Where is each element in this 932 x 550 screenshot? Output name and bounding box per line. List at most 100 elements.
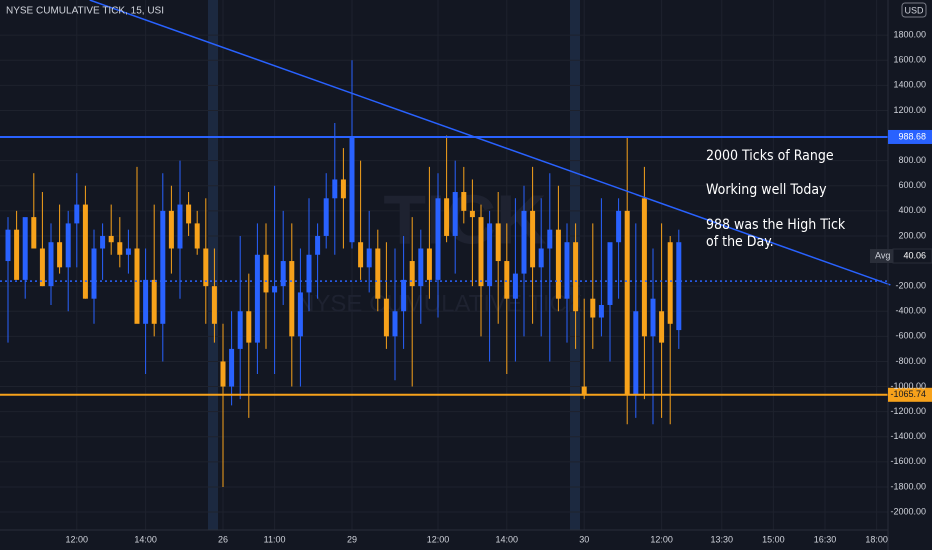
candle-body xyxy=(641,198,647,337)
candle-body xyxy=(418,248,424,287)
price-tag xyxy=(888,129,932,144)
candle-body xyxy=(31,217,37,249)
candle-body xyxy=(263,254,269,293)
annotation: Working well Today xyxy=(706,182,827,198)
candle-body xyxy=(521,210,527,274)
candle-body xyxy=(676,242,682,331)
candle-body xyxy=(452,192,458,236)
candle-body xyxy=(573,242,579,312)
candle-body xyxy=(487,223,493,287)
candle-body xyxy=(315,235,321,255)
candle-body xyxy=(426,248,432,280)
y-tick-label: 1600.00 xyxy=(893,55,926,65)
candle-body xyxy=(65,223,71,268)
candle-body xyxy=(246,311,252,343)
x-tick-label: 29 xyxy=(347,534,357,544)
candle-body xyxy=(14,229,20,280)
candle-body xyxy=(530,210,536,268)
candle-body xyxy=(650,298,656,337)
x-tick-label: 16:30 xyxy=(814,534,837,544)
candle-body xyxy=(624,210,630,395)
candle-body xyxy=(461,192,467,211)
candle-body xyxy=(349,136,355,243)
candle-body xyxy=(297,292,303,337)
candle-body xyxy=(82,204,88,299)
x-tick-label: 11:00 xyxy=(264,534,286,544)
y-tick-label: -800.00 xyxy=(895,356,926,366)
x-tick-label: 13:30 xyxy=(711,534,734,544)
candle-body xyxy=(229,348,235,387)
candle-body xyxy=(91,248,97,299)
candle-body xyxy=(590,298,596,318)
x-tick-label: 12:00 xyxy=(650,534,673,544)
y-tick-label: -1400.00 xyxy=(890,431,926,441)
currency-box[interactable] xyxy=(901,2,927,18)
candle-body xyxy=(203,248,209,287)
y-tick-label: -400.00 xyxy=(895,306,926,316)
candle-body xyxy=(160,210,166,324)
candle-body xyxy=(211,286,217,324)
candle-body xyxy=(564,242,570,299)
y-tick-label: 1800.00 xyxy=(893,30,926,40)
candle-body xyxy=(254,254,260,343)
avg-value: 40.06 xyxy=(903,250,926,260)
candle-body xyxy=(134,248,140,324)
candle-body xyxy=(607,242,613,305)
candle-body xyxy=(598,304,604,318)
x-tick-label: 12:00 xyxy=(427,534,450,544)
price-tag-label: -1065.74 xyxy=(890,389,926,399)
y-tick-label: -200.00 xyxy=(895,281,926,291)
candle-body xyxy=(237,311,243,349)
candle-body xyxy=(125,248,131,255)
y-tick-label: 400.00 xyxy=(898,205,926,215)
y-tick-label: 1400.00 xyxy=(893,80,926,90)
candle-body xyxy=(435,198,441,280)
candle-body xyxy=(100,235,106,249)
y-tick-label: -1200.00 xyxy=(890,406,926,416)
candle-body xyxy=(358,242,364,268)
candle-body xyxy=(57,242,63,268)
candle-body xyxy=(280,261,286,287)
candle-body xyxy=(340,179,346,199)
candle-body xyxy=(504,261,510,299)
candle-body xyxy=(323,198,329,236)
candle-body xyxy=(495,223,501,262)
avg-value-box xyxy=(892,248,932,264)
candle-body xyxy=(22,217,28,280)
price-tag-label: 988.68 xyxy=(898,131,926,141)
candle-body xyxy=(366,248,372,268)
candle-body xyxy=(168,210,174,249)
x-tick-label: 12:00 xyxy=(66,534,89,544)
candle-body xyxy=(289,261,295,337)
candle-body xyxy=(177,204,183,249)
y-tick-label: -1800.00 xyxy=(890,481,926,491)
candle-body xyxy=(272,286,278,293)
candle-body xyxy=(143,279,149,324)
candle-body xyxy=(633,311,639,395)
watermark: NYSE CUMULATIVE TICK xyxy=(297,290,583,317)
candle-body xyxy=(581,386,587,395)
candle-body xyxy=(409,261,415,287)
y-tick-label: -2000.00 xyxy=(890,506,926,516)
avg-name: Avg xyxy=(875,250,890,260)
candle-body xyxy=(616,210,622,243)
candle-body xyxy=(392,311,398,337)
chart-title: NYSE CUMULATIVE TICK, 15, USI xyxy=(6,6,164,17)
trendline xyxy=(89,0,891,286)
candle-body xyxy=(306,254,312,293)
candle-body xyxy=(151,279,157,324)
candle-body xyxy=(194,223,200,249)
candle-body xyxy=(444,198,450,236)
candle-body xyxy=(74,204,80,224)
candle-body xyxy=(512,273,518,299)
x-tick-label: 30 xyxy=(579,534,589,544)
x-tick-label: 14:00 xyxy=(496,534,519,544)
annotation: 988 was the High Tick xyxy=(706,217,846,233)
y-tick-label: -600.00 xyxy=(895,331,926,341)
x-tick-label: 14:00 xyxy=(134,534,157,544)
candle-body xyxy=(332,179,338,199)
currency[interactable]: USD xyxy=(904,5,924,15)
candle-body xyxy=(39,248,45,287)
